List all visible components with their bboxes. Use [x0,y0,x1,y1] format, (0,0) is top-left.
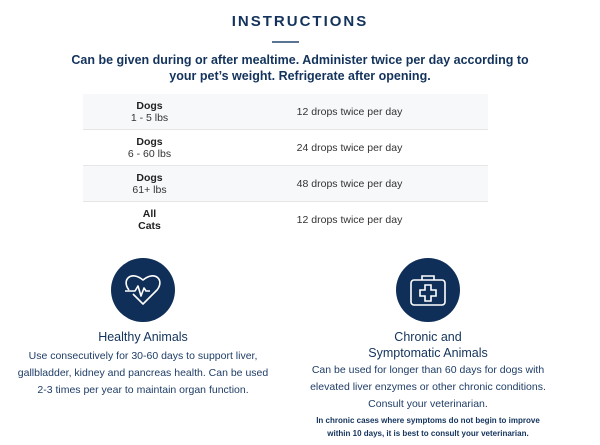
page-title: INSTRUCTIONS [231,13,369,30]
table-row: Dogs 6 - 60 lbs 24 drops twice per day [83,130,488,166]
title-divider [272,41,299,43]
dosage-table: Dogs 1 - 5 lbs 12 drops twice per day Dogs… [83,94,488,238]
animal: Dogs [136,135,163,148]
chronic-note: In chronic cases where symptoms do not b… [316,416,540,438]
first-aid-kit-icon [396,258,460,322]
table-row: All Cats 12 drops twice per day [83,202,488,238]
table-row: Dogs 61+ lbs 48 drops twice per day [83,166,488,202]
dose: 12 drops twice per day [296,214,403,226]
weight: 61+ lbs [132,183,167,196]
weight: 6 - 60 lbs [127,147,172,160]
heart-pulse-icon [111,258,175,322]
chronic-text: Can be used for longer than 60 days for … [310,364,546,410]
weight: Cats [138,220,161,232]
dose: 24 drops twice per day [296,141,403,154]
dose: 48 drops twice per day [296,177,403,190]
animal: Dogs [136,171,163,184]
table-row: Dogs 1 - 5 lbs 12 drops twice per day [83,94,488,130]
chronic-heading: Chronic and Symptomatic Animals [290,329,566,361]
animal: Dogs [136,99,163,112]
animal: All [142,208,157,220]
weight: 1 - 5 lbs [130,111,169,124]
chronic-heading-line2: Symptomatic Animals [368,346,488,360]
dose: 12 drops twice per day [296,105,403,118]
healthy-heading: Healthy Animals [98,330,188,344]
intro-text: Can be given during or after mealtime. A… [71,53,529,83]
healthy-text: Use consecutively for 30-60 days to supp… [17,350,269,396]
chronic-heading-line1: Chronic and [394,330,462,344]
